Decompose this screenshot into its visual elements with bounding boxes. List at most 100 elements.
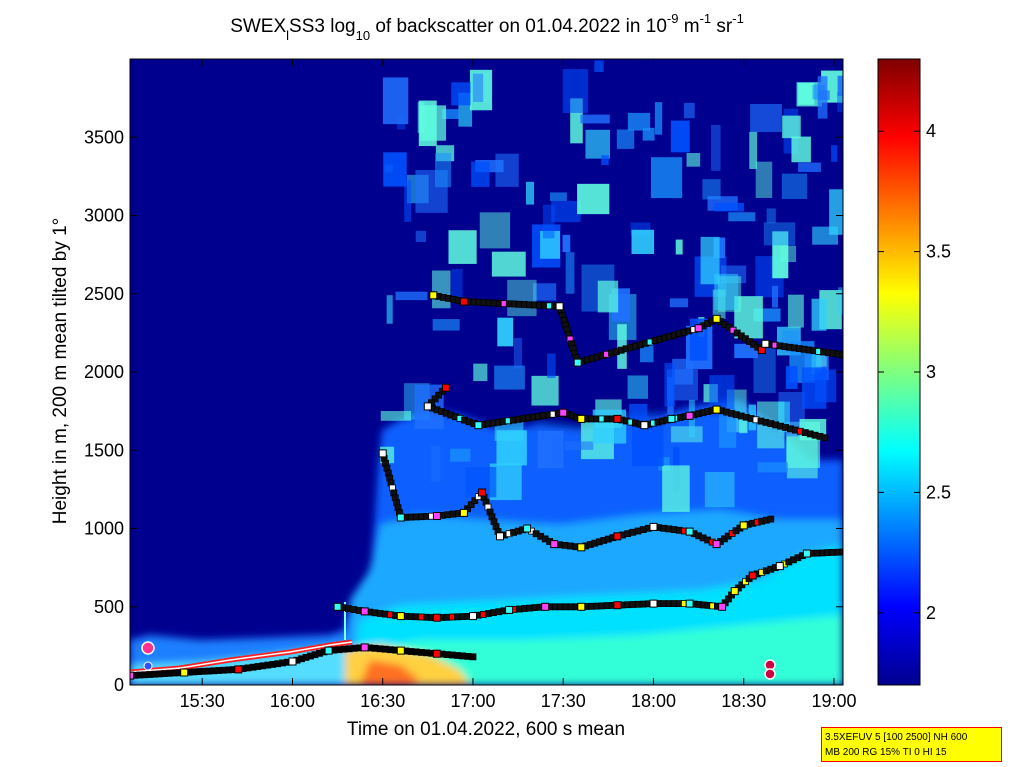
layer-marker — [431, 395, 439, 403]
layer-marker-highlight — [802, 549, 811, 558]
x-tick-label: 16:00 — [270, 691, 315, 711]
cloud-patch — [550, 192, 567, 201]
cloud-patch — [658, 457, 670, 471]
cloud-patch — [380, 411, 412, 421]
layer-marker-highlight — [685, 411, 694, 420]
layer-marker — [839, 351, 843, 359]
cloud-patch — [629, 403, 648, 421]
x-tick-label: 16:30 — [360, 691, 405, 711]
layer-marker-highlight — [718, 602, 727, 611]
layer-marker-highlight — [761, 339, 770, 348]
layer-marker — [467, 501, 475, 509]
cloud-patch — [434, 153, 452, 188]
cloud-patch — [631, 229, 655, 255]
cloud-patch — [670, 426, 703, 443]
layer-marker-highlight — [130, 671, 134, 680]
cloud-patch — [749, 131, 758, 169]
cloud-patch — [788, 294, 804, 328]
x-tick-label: 17:30 — [541, 691, 586, 711]
x-axis-label: Time on 01.04.2022, 600 s mean — [347, 719, 625, 740]
cloud-patch — [383, 152, 407, 187]
layer-marker-highlight — [613, 601, 622, 610]
layer-marker-highlight — [649, 522, 658, 531]
layer-marker-highlight — [712, 314, 721, 323]
layer-marker — [471, 497, 479, 505]
cloud-patch — [640, 345, 654, 363]
cloud-patch — [531, 375, 559, 406]
cloud-patch — [757, 462, 789, 473]
cloud-patch — [642, 127, 655, 141]
layer-marker-highlight — [730, 587, 739, 596]
cloud-patch — [650, 157, 683, 199]
layer-marker-highlight — [333, 602, 342, 611]
layer-marker-highlight — [613, 532, 622, 541]
cloud-patch — [479, 212, 511, 249]
y-tick-label: 1000 — [84, 519, 124, 539]
layer-marker-highlight — [550, 540, 559, 549]
y-tick-label: 3000 — [84, 206, 124, 226]
cloud-patch — [837, 91, 843, 113]
cloud-patch — [772, 285, 779, 308]
cloud-patch — [430, 445, 441, 482]
cloud-patch — [617, 324, 627, 369]
layer-marker-highlight — [459, 508, 468, 517]
layer-marker-highlight — [469, 612, 477, 621]
cloud-patch — [662, 465, 690, 512]
cloud-patch — [451, 268, 463, 299]
layer-marker-highlight — [649, 599, 658, 608]
y-axis-label: Height in m, 200 m mean tilted by 1° — [50, 218, 71, 524]
layer-marker-highlight — [685, 599, 694, 608]
cloud-patch — [831, 145, 838, 162]
cloud-patch — [838, 287, 843, 315]
cloud-patch — [817, 76, 828, 119]
layer-marker-highlight — [555, 302, 564, 311]
layer-marker-highlight — [573, 358, 582, 367]
cloud-patch — [772, 231, 789, 279]
y-tick-label: 3500 — [84, 127, 124, 147]
layer-marker-highlight — [559, 408, 568, 417]
chart-title: SWEXlSS3 log10 of backscatter on 01.04.2… — [230, 11, 744, 43]
cloud-patch — [386, 295, 393, 324]
cloud-patch — [565, 252, 575, 294]
layer-marker — [839, 548, 843, 556]
cloud-patch — [442, 109, 460, 119]
cloud-patch — [432, 319, 460, 331]
cloud-patch — [780, 245, 797, 263]
colorbar-tick-label: 3.5 — [926, 242, 951, 262]
cloud-patch — [811, 298, 827, 331]
cloud-patch — [702, 179, 721, 200]
cloud-patch — [837, 75, 843, 97]
cloud-patch — [753, 346, 776, 393]
cloud-patch — [654, 102, 663, 135]
layer-marker — [567, 542, 574, 550]
x-tick-label: 18:30 — [721, 691, 766, 711]
layer-marker-highlight — [288, 657, 297, 666]
layer-marker-highlight — [378, 449, 387, 458]
layer-marker-highlight — [577, 414, 586, 423]
x-tick-label: 18:00 — [631, 691, 676, 711]
cloud-patch — [627, 112, 651, 131]
cloud-patch — [670, 120, 690, 153]
cloud-patch — [700, 236, 720, 285]
layer-marker-highlight — [712, 405, 721, 414]
layer-marker — [435, 391, 443, 399]
cloud-patch — [395, 291, 428, 301]
cloud-patch — [562, 69, 589, 113]
cloud-patch — [494, 365, 525, 390]
cloud-patch — [711, 124, 721, 171]
layer-marker-highlight — [396, 612, 405, 621]
y-tick-label: 2500 — [84, 284, 124, 304]
layer-marker-highlight — [541, 602, 550, 611]
cloud-patch — [728, 212, 756, 222]
cloud-patch — [382, 77, 409, 125]
layer-marker-highlight — [441, 383, 450, 392]
cloud-patch — [418, 100, 437, 147]
layer-marker-highlight — [505, 605, 514, 614]
cloud-patch — [507, 279, 537, 317]
layer-marker-highlight — [396, 513, 405, 522]
cloud-patch — [829, 189, 843, 235]
processing-info-box: 3.5XEFUV 5 [100 2500] NH 600 MB 200 RG 1… — [821, 727, 1002, 762]
x-tick-label: 17:00 — [450, 691, 495, 711]
cloud-patch — [627, 375, 649, 399]
x-tick-label: 19:00 — [811, 691, 856, 711]
